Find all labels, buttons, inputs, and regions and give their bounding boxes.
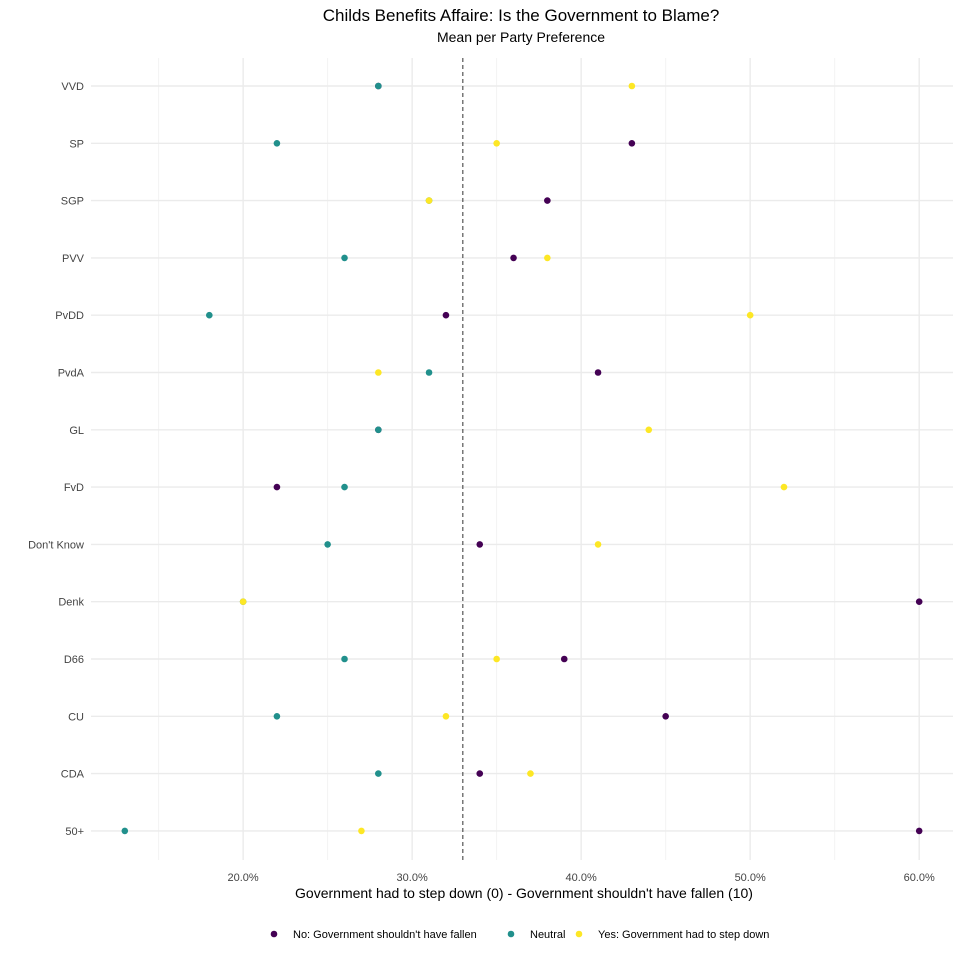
data-point-yes	[746, 311, 754, 319]
y-tick-label: PvdA	[58, 368, 85, 380]
data-point-no	[510, 254, 517, 262]
data-point-neutral	[206, 311, 213, 319]
data-point-yes	[645, 426, 653, 434]
data-point-yes	[544, 254, 551, 262]
y-tick-label: SP	[69, 138, 84, 150]
y-tick-label: GL	[69, 425, 84, 437]
data-point-neutral	[375, 82, 382, 90]
x-tick-label: 40.0%	[566, 872, 597, 884]
data-point-no	[560, 655, 568, 663]
data-point-no	[273, 483, 281, 491]
data-point-yes	[780, 483, 788, 491]
legend: No: Government shouldn't have fallen Neut…	[270, 929, 769, 941]
y-tick-label: 50+	[65, 826, 84, 838]
data-point-yes	[239, 598, 247, 605]
data-point-no	[476, 541, 484, 548]
data-point-no	[594, 369, 602, 376]
data-point-yes	[358, 827, 365, 835]
data-point-no	[442, 311, 450, 319]
data-point-no	[476, 770, 484, 777]
data-point-neutral	[273, 713, 281, 720]
y-tick-label: FvD	[64, 482, 84, 494]
x-axis-title: Government had to step down (0) - Govern…	[295, 885, 753, 901]
data-point-no	[662, 713, 669, 720]
data-point-neutral	[324, 541, 331, 548]
y-axis-tick-labels: VVD SP SGP PVV PvDD PvdA GL FvD Don't Know Denk D6…	[28, 81, 85, 838]
legend-label: Yes: Government had to step down	[598, 929, 769, 941]
x-tick-label: 60.0%	[904, 872, 935, 884]
data-point-yes	[493, 655, 500, 663]
data-point-no	[628, 140, 636, 147]
data-point-neutral	[121, 827, 129, 835]
x-tick-label: 30.0%	[397, 872, 428, 884]
data-point-yes	[594, 541, 602, 548]
legend-label: No: Government shouldn't have fallen	[293, 929, 477, 941]
y-tick-label: Don't Know	[28, 539, 84, 551]
y-tick-label: PVV	[62, 253, 85, 265]
data-point-yes	[628, 82, 636, 90]
legend-label: Neutral	[530, 929, 565, 941]
y-tick-label: Denk	[58, 597, 84, 609]
data-point-no	[915, 827, 923, 835]
data-point-yes	[493, 140, 500, 147]
legend-key	[507, 930, 515, 938]
data-point-neutral	[341, 655, 348, 663]
x-axis-tick-labels: 20.0% 30.0% 40.0% 50.0% 60.0%	[228, 872, 935, 884]
legend-key	[270, 930, 278, 938]
data-point-neutral	[273, 140, 281, 147]
data-point-no	[544, 197, 551, 204]
y-tick-label: CU	[68, 711, 84, 723]
chart-title: Childs Benefits Affaire: Is the Governme…	[323, 6, 720, 25]
grid-layer	[91, 58, 953, 860]
data-point-neutral	[425, 369, 433, 376]
data-point-yes	[375, 369, 382, 376]
chart-subtitle: Mean per Party Preference	[437, 29, 605, 45]
data-point-neutral	[341, 254, 348, 262]
x-tick-label: 20.0%	[228, 872, 259, 884]
y-tick-label: SGP	[61, 196, 84, 208]
y-tick-label: VVD	[61, 81, 84, 93]
data-point-yes	[527, 770, 534, 777]
data-point-no	[915, 598, 923, 605]
y-tick-label: PvDD	[55, 310, 84, 322]
x-tick-label: 50.0%	[735, 872, 766, 884]
data-point-yes	[425, 197, 433, 204]
data-point-yes	[442, 713, 450, 720]
data-point-neutral	[375, 770, 382, 777]
data-point-neutral	[341, 483, 348, 491]
points-layer	[121, 82, 923, 835]
y-tick-label: CDA	[61, 769, 85, 781]
y-tick-label: D66	[64, 654, 84, 666]
data-point-neutral	[375, 426, 382, 434]
legend-key	[575, 930, 583, 938]
